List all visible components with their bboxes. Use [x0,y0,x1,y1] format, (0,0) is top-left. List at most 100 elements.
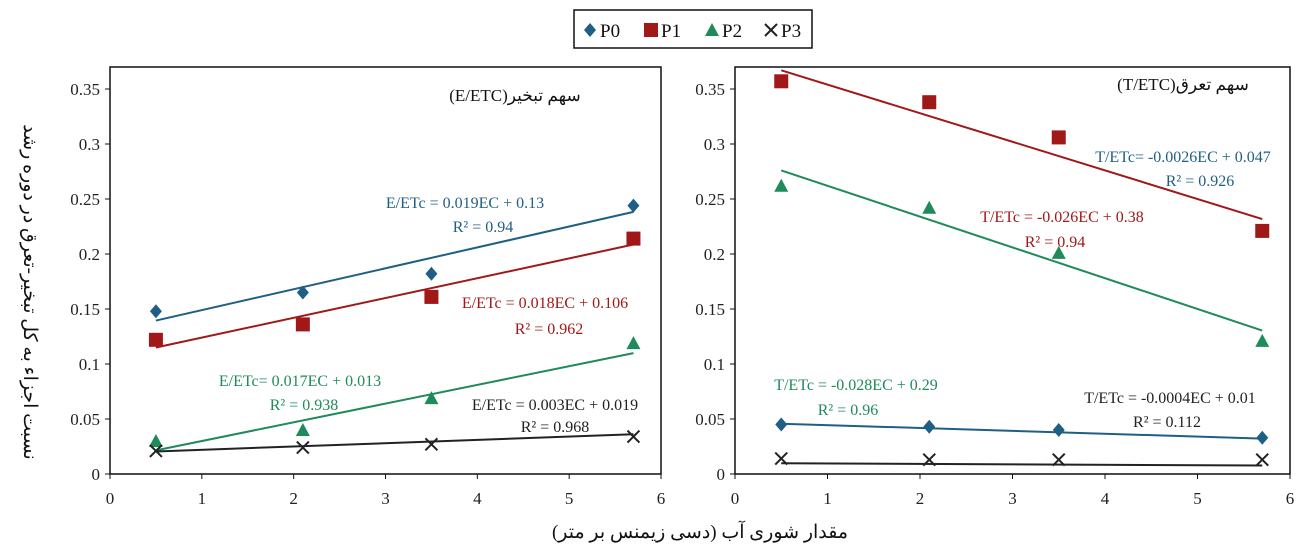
evaporation-panel: 0 0.05 0.1 0.15 0.2 0.25 0.3 0.35 0 1 2 3 4 5 6 سهم تبخ… [70,66,666,508]
y-tick-label: 0.05 [695,410,725,429]
x-tick-label: 0 [106,489,115,508]
point-p0 [627,198,640,213]
point-p3 [1255,452,1269,467]
point-p1 [148,332,163,347]
x-tick-label: 2 [289,489,298,508]
trend-equation-p3: E/ETc = 0.003EC + 0.019 [472,397,638,414]
x-tick-label: 6 [657,489,666,508]
trendline-p1 [780,69,1263,220]
x-tick-label: 4 [473,489,482,508]
panel-label: سهم تبخیر(E/ETC) [449,86,581,106]
legend-label-p2: P2 [722,21,742,42]
point-p2 [922,200,937,214]
y-tick-label: 0.15 [695,300,725,319]
point-p1 [1255,223,1270,238]
point-p1 [1051,130,1066,145]
trendline-p0 [155,210,634,322]
point-p1 [922,95,937,110]
point-p3 [1052,452,1066,467]
trendline-p2 [780,169,1263,332]
y-axis-title: نسبت اجزاء به کل تبخیر-تعرق در دوره رشد [19,124,40,460]
point-p0 [775,417,788,432]
trendline-p2 [155,352,634,452]
point-p0 [149,304,162,319]
point-p1 [774,74,789,89]
x-tick-label: 5 [565,489,574,508]
y-tick-label: 0.25 [695,190,725,209]
panel-label: سهم تعرق(T/ETC) [1117,75,1249,95]
point-p3 [296,440,310,455]
point-p0 [425,266,438,281]
point-p2 [1051,245,1066,259]
y-tick-label: 0.35 [70,80,100,99]
legend: P0 P1 P2 P3 [573,9,813,49]
y-tick-label: 0 [92,465,101,484]
x-tick-label: 0 [731,489,740,508]
x-tick-label: 3 [381,489,390,508]
trendline-p0 [781,422,1263,440]
legend-marker-p0 [584,23,596,37]
y-tick-label: 0.2 [79,245,100,264]
trend-r2-p2: R² = 0.96 [818,402,879,419]
y-tick-label: 0.2 [704,245,725,264]
trendline-p3 [155,433,634,453]
point-p2 [424,391,439,405]
trend-equation-p2: T/ETc = -0.028EC + 0.29 [774,377,938,394]
trend-r2-p3: R² = 0.112 [1133,414,1201,431]
x-tick-label: 1 [823,489,832,508]
x-tick-label: 4 [1101,489,1110,508]
y-tick-label: 0.1 [79,355,100,374]
point-p2 [295,423,310,436]
x-tick-label: 2 [916,489,925,508]
x-tick-label: 6 [1286,489,1295,508]
point-p3 [774,451,788,466]
point-p0 [1256,430,1269,445]
trend-equation-p0: E/ETc = 0.019EC + 0.13 [386,195,544,212]
x-tick-label: 3 [1008,489,1017,508]
x-tick-label: 5 [1193,489,1202,508]
trend-equation-p2: E/ETc= 0.017EC + 0.013 [219,373,381,390]
legend-label-p3: P3 [781,21,801,42]
y-tick-label: 0.3 [704,135,725,154]
trend-equation-p0: T/ETc= -0.0026EC + 0.047 [1095,149,1271,166]
point-p1 [295,317,310,332]
legend-marker-p2 [705,23,719,36]
trend-equation-p1: T/ETc = -0.026EC + 0.38 [980,209,1144,226]
point-p0 [923,419,936,434]
trendline-p1 [155,243,634,349]
point-p3 [626,429,641,444]
point-p3 [922,452,936,467]
trend-equation-p3: T/ETc = -0.0004EC + 0.01 [1084,390,1256,407]
point-p2 [626,336,641,350]
point-p2 [774,178,789,192]
point-p1 [424,289,439,304]
legend-label-p1: P1 [661,21,681,42]
trend-r2-p2: R² = 0.938 [270,397,339,414]
trend-r2-p0: R² = 0.926 [1166,173,1235,190]
point-p0 [1052,423,1065,437]
x-tick-label: 1 [198,489,207,508]
trend-r2-p1: R² = 0.94 [1025,234,1086,251]
y-tick-label: 0.1 [704,355,725,374]
transpiration-panel: 0 0.05 0.1 0.15 0.2 0.25 0.3 0.35 0 1 2 3 4 5 6 سهم تعر… [695,66,1295,508]
x-axis-title: مقدار شوری آب (دسی زیمنس بر متر) [552,520,848,543]
point-p2 [1255,333,1270,347]
point-p2 [148,434,163,447]
trendline-p3 [781,462,1263,467]
trend-equation-p1: E/ETc = 0.018EC + 0.106 [462,295,628,312]
y-tick-label: 0 [717,465,726,484]
y-tick-label: 0.25 [70,190,100,209]
trend-r2-p0: R² = 0.94 [453,219,514,236]
legend-marker-p3 [764,23,778,37]
legend-marker-p1 [644,23,658,37]
point-p0 [296,285,309,300]
y-tick-label: 0.15 [70,300,100,319]
legend-label-p0: P0 [600,21,620,42]
point-p1 [626,231,641,246]
y-tick-label: 0.35 [695,80,725,99]
y-tick-label: 0.3 [79,135,100,154]
trend-r2-p3: R² = 0.968 [521,419,590,436]
y-tick-label: 0.05 [70,410,100,429]
point-p3 [149,444,163,458]
